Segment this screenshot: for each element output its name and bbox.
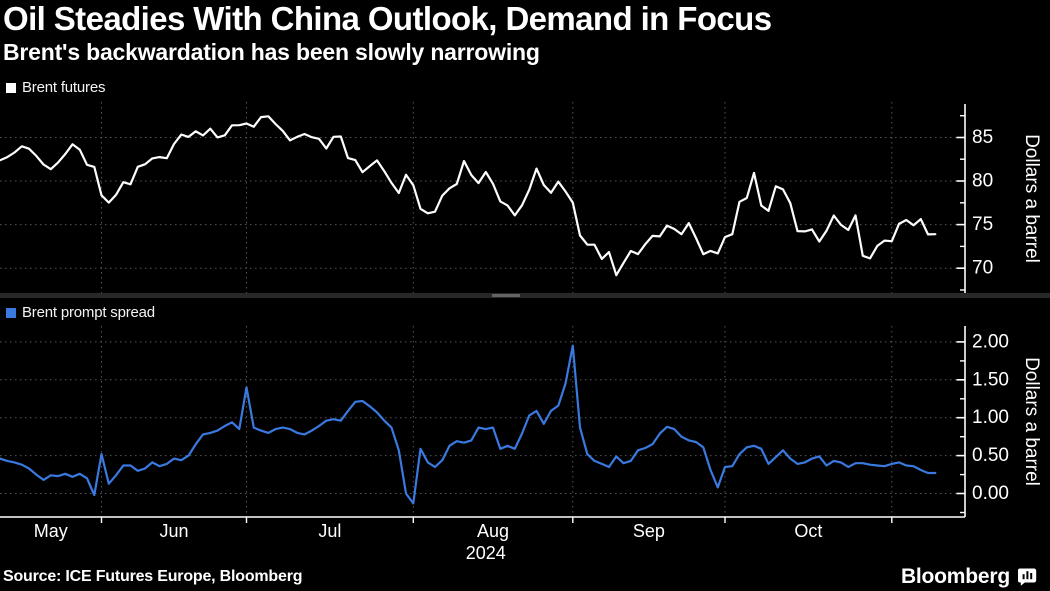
legend-label: Brent futures xyxy=(22,79,106,96)
year-label: 2024 xyxy=(466,543,506,563)
y-tick-label: 0.50 xyxy=(972,445,1009,466)
month-label: Jun xyxy=(159,521,188,541)
legend-label: Brent prompt spread xyxy=(22,304,155,321)
y-tick-label: 0.00 xyxy=(972,483,1009,504)
x-axis: May Jun Jul Aug Sep Oct 2024 xyxy=(0,516,965,563)
y-tick-label: 80 xyxy=(972,171,993,192)
month-label: Aug xyxy=(477,521,509,541)
y-tick-label: 70 xyxy=(972,258,993,279)
panel-divider-drag-handle[interactable] xyxy=(492,294,520,297)
y-tick-label: 85 xyxy=(972,127,993,148)
bloomberg-wordmark: Bloomberg xyxy=(900,565,1010,588)
panel-divider xyxy=(0,293,1050,298)
y-axis-title: Dollars a barrel xyxy=(1021,134,1042,263)
y-tick-label: 75 xyxy=(972,214,993,235)
spread-line xyxy=(0,344,937,505)
y-tick-label: 1.00 xyxy=(972,407,1009,428)
month-label: Jul xyxy=(318,521,341,541)
futures-line xyxy=(0,115,937,277)
legend-swatch-icon xyxy=(6,307,16,318)
month-label: Oct xyxy=(794,521,822,541)
y-tick-label: 1.50 xyxy=(972,369,1009,390)
legend-swatch-icon xyxy=(6,82,16,93)
spread-panel: 0.00 0.50 1.00 1.50 2.00 Dollars a barrel xyxy=(0,326,1042,517)
bloomberg-brand: Bloomberg xyxy=(901,565,1037,589)
futures-panel: 70 75 80 85 Dollars a barrel xyxy=(0,102,1042,293)
page-subtitle: Brent's backwardation has been slowly na… xyxy=(3,39,540,65)
legend-brent-prompt-spread: Brent prompt spread xyxy=(6,304,155,321)
source-credit: Source: ICE Futures Europe, Bloomberg xyxy=(3,568,303,585)
bloomberg-chart-bubble-icon xyxy=(1018,568,1037,586)
y-axis-title: Dollars a barrel xyxy=(1021,357,1042,486)
legend-brent-futures: Brent futures xyxy=(6,79,105,96)
month-label: May xyxy=(34,521,68,541)
y-tick-label: 2.00 xyxy=(972,331,1009,352)
month-label: Sep xyxy=(633,521,665,541)
page-title: Oil Steadies With China Outlook, Demand … xyxy=(3,0,772,37)
